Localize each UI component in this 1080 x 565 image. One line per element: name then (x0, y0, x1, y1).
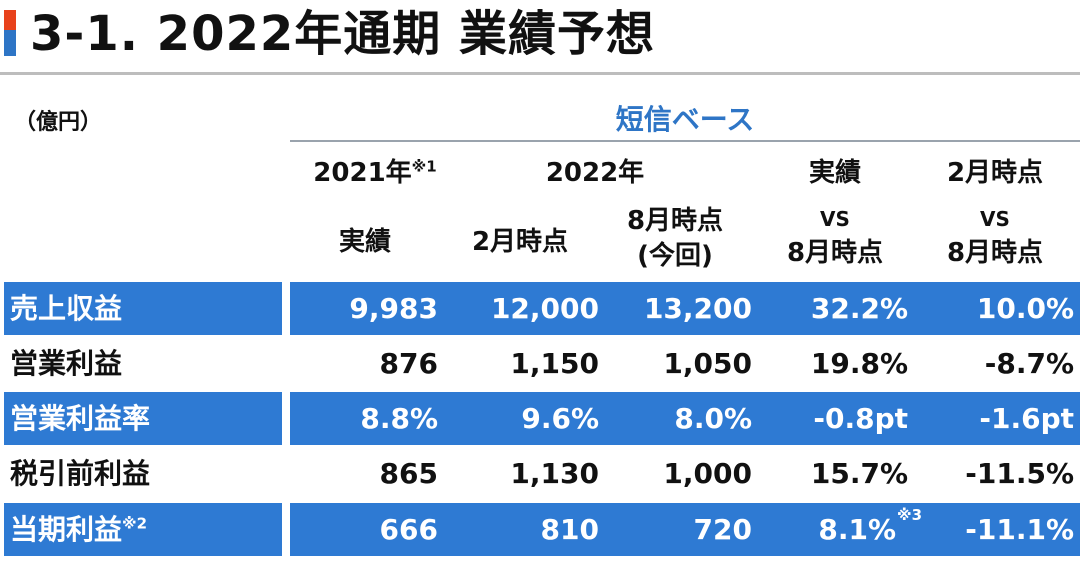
header-actual-vs-aug-line3: 8月時点 (786, 238, 884, 268)
cell-2022-aug: 720 (693, 513, 752, 546)
table-row-net-profit: 当期利益※2 666 810 720 8.1% ※3 -11.1% (4, 503, 1080, 556)
footnote-marker-2: ※2 (122, 514, 148, 533)
cell-2022-aug: 1,050 (663, 347, 752, 380)
header-2022-aug-line2: (今回) (637, 241, 713, 271)
cell-2022-feb: 12,000 (490, 292, 599, 325)
row-divider (4, 335, 1080, 337)
cell-actual-vs-aug: 15.7% (810, 457, 908, 490)
header-2021-year-text: 2021年 (313, 158, 412, 188)
column-gap (282, 392, 290, 445)
row-label: 税引前利益 (10, 457, 151, 490)
table-row-pretax-profit: 税引前利益 865 1,130 1,000 15.7% -11.5% (4, 447, 1080, 500)
title-bar: 3-1. 2022年通期 業績予想 (0, 0, 1080, 72)
cell-feb-vs-aug: -11.5% (965, 457, 1074, 490)
header-feb-vs-aug-line1: 2月時点 (946, 158, 1044, 188)
column-gap (282, 282, 290, 335)
header-2021-year: 2021年※1 (300, 157, 450, 189)
table-row-operating-margin: 営業利益率 8.8% 9.6% 8.0% -0.8pt -1.6pt (4, 392, 1080, 445)
cell-2022-aug: 1,000 (663, 457, 752, 490)
cell-feb-vs-aug: 10.0% (976, 292, 1074, 325)
column-gap (282, 503, 290, 556)
cell-2022-feb: 810 (540, 513, 599, 546)
cell-2021-actual: 865 (379, 457, 438, 490)
header-feb-vs-aug-line3: 8月時点 (946, 238, 1044, 268)
row-label: 営業利益 (10, 347, 123, 380)
header-actual-vs-aug-line1: 実績 (808, 158, 861, 188)
cell-2022-feb: 1,150 (510, 347, 599, 380)
footnote-marker-3: ※3 (897, 506, 923, 524)
cell-actual-vs-aug: -0.8pt (813, 402, 908, 435)
header-actual-vs-aug-vs: VS (820, 207, 850, 231)
cell-2022-aug: 13,200 (643, 292, 752, 325)
header-2021-actual: 実績 (338, 227, 391, 257)
cell-2022-aug: 8.0% (674, 402, 752, 435)
header-feb-vs-aug-vs: VS (980, 207, 1010, 231)
basis-label: 短信ベース (615, 103, 755, 136)
row-label-text: 当期利益 (10, 513, 123, 546)
row-label: 営業利益率 (10, 402, 151, 435)
row-label: 当期利益※2 (10, 503, 147, 556)
header-2022-feb: 2月時点 (471, 227, 569, 257)
cell-2021-actual: 876 (379, 347, 438, 380)
cell-actual-vs-aug: 19.8% (810, 347, 908, 380)
table-row-operating-profit: 営業利益 876 1,150 1,050 19.8% -8.7% (4, 337, 1080, 390)
row-label: 売上収益 (10, 292, 123, 325)
title-accent-blue (4, 30, 16, 56)
cell-actual-vs-aug: 32.2% (810, 292, 908, 325)
header-2022-aug-line1: 8月時点 (626, 206, 724, 236)
page-title: 3-1. 2022年通期 業績予想 (30, 6, 655, 62)
cell-feb-vs-aug: -1.6pt (979, 402, 1074, 435)
title-accent-red (4, 10, 16, 30)
cell-2022-feb: 9.6% (521, 402, 599, 435)
cell-2022-feb: 1,130 (510, 457, 599, 490)
footnote-marker-1: ※1 (411, 157, 437, 176)
cell-actual-vs-aug: 8.1% (818, 513, 896, 546)
header-2022-group: 2022年 (545, 158, 645, 188)
cell-feb-vs-aug: -8.7% (984, 347, 1074, 380)
table-row-revenue: 売上収益 9,983 12,000 13,200 32.2% 10.0% (4, 282, 1080, 335)
cell-2021-actual: 9,983 (349, 292, 438, 325)
title-divider (0, 72, 1080, 75)
basis-divider (290, 140, 1080, 142)
unit-label: （億円） (14, 110, 103, 135)
cell-2021-actual: 8.8% (360, 402, 438, 435)
cell-feb-vs-aug: -11.1% (965, 513, 1074, 546)
cell-2021-actual: 666 (379, 513, 438, 546)
